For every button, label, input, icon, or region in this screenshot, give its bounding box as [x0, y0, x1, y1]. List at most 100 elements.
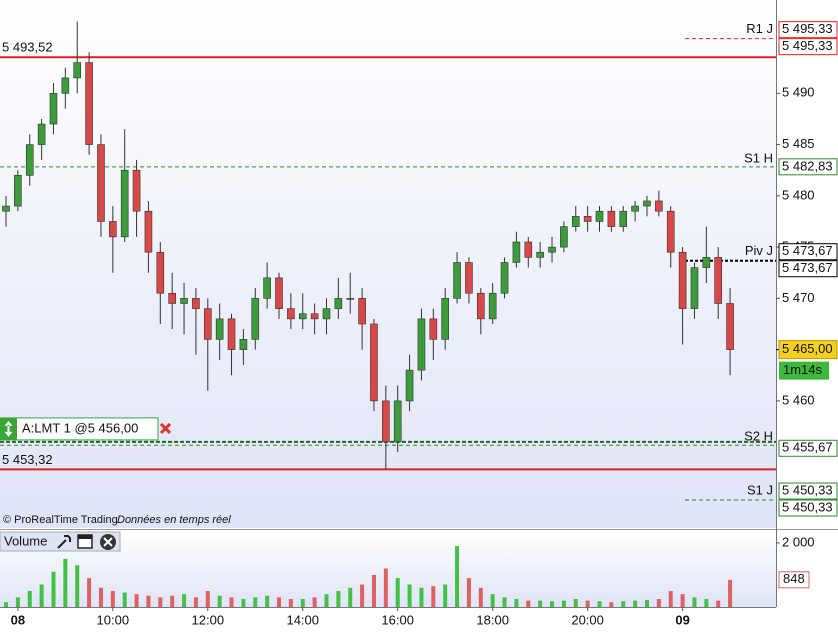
candle-body	[370, 323, 378, 402]
volume-bar	[63, 558, 68, 607]
level-value: 5 473,67	[782, 243, 833, 258]
candle-body	[453, 262, 461, 299]
price-pane	[0, 0, 776, 528]
volume-bar	[526, 600, 531, 607]
candle-body	[109, 221, 117, 238]
y-tick-label: 5 490	[782, 85, 815, 100]
extreme-label: 5 453,32	[2, 452, 53, 467]
volume-bar	[455, 546, 460, 607]
volume-bar	[205, 590, 210, 607]
volume-bar	[122, 592, 127, 607]
volume-bar	[253, 597, 258, 607]
volume-bar	[87, 578, 92, 607]
candle-body	[310, 313, 319, 320]
y-tick-label: 5 470	[782, 290, 815, 305]
volume-bar	[336, 590, 341, 607]
level-value-box	[778, 482, 838, 500]
level-value-box	[778, 158, 838, 176]
level-name: R1 J	[746, 21, 773, 36]
candle-body	[465, 262, 473, 294]
candle-body	[619, 210, 628, 227]
level-value-box	[778, 21, 838, 39]
volume-bar	[561, 600, 566, 607]
volume-bar	[146, 595, 151, 607]
order-cancel[interactable]	[159, 422, 172, 434]
volume-bar	[668, 590, 673, 607]
volume-bar	[573, 598, 578, 607]
volume-bar	[193, 597, 198, 607]
candle-body	[2, 205, 10, 212]
candle-body	[583, 216, 592, 222]
x-tick-label: 14:00	[286, 612, 319, 627]
level-value: 5 482,83	[782, 158, 833, 173]
volume-bar	[478, 587, 483, 607]
volume-bar	[502, 597, 507, 607]
candle-body	[334, 298, 343, 309]
volume-bar	[609, 602, 614, 607]
volume-bar	[312, 597, 317, 607]
volume-bar	[241, 598, 246, 607]
candle-body	[512, 241, 521, 263]
level-value-box	[778, 243, 838, 261]
level-value: 5 495,33	[782, 38, 833, 53]
candle-body	[73, 62, 82, 79]
candle-body	[405, 369, 414, 402]
candle-body	[120, 169, 129, 238]
volume-bar	[110, 590, 115, 607]
candle-body	[631, 205, 639, 212]
volume-bar	[27, 590, 32, 607]
level-value: 5 450,33	[782, 482, 833, 497]
volume-title: Volume	[4, 533, 47, 548]
candle-body	[180, 298, 188, 304]
candle-body	[393, 400, 402, 443]
x-tick-label: 18:00	[476, 612, 509, 627]
volume-bar	[431, 586, 436, 607]
candle-body	[263, 277, 271, 299]
y-tick-label: 5 485	[782, 136, 815, 151]
last-price: 5 465,00	[782, 341, 833, 356]
close-button[interactable]	[100, 534, 116, 550]
candle-body	[524, 241, 533, 258]
order-arrow	[4, 420, 13, 437]
volume-bar	[288, 598, 293, 607]
candle-body	[655, 200, 663, 212]
copyright: © ProRealTime Trading	[3, 514, 118, 526]
candle-body	[500, 262, 509, 294]
volume-bar	[383, 568, 388, 607]
feed-note: Données en temps réel	[117, 514, 231, 526]
level-value-box	[778, 38, 838, 56]
candle-body	[37, 123, 46, 145]
volume-bar	[39, 584, 44, 607]
volume-bar	[550, 601, 555, 607]
level-value-box	[778, 260, 838, 278]
volume-bar	[644, 599, 649, 607]
candle-body	[132, 169, 141, 212]
volume-bar	[217, 595, 222, 607]
candle-body	[607, 210, 616, 227]
maximize-button[interactable]	[77, 534, 93, 549]
candle-body	[560, 226, 568, 248]
candle-body	[726, 303, 734, 350]
volume-bar	[692, 597, 697, 607]
candle-body	[203, 308, 212, 340]
candle-body	[275, 277, 283, 309]
candle-body	[476, 292, 485, 320]
order-tag[interactable]	[0, 417, 159, 441]
volume-bar	[633, 600, 638, 607]
candle-body	[227, 318, 236, 350]
volume-bar	[466, 578, 471, 607]
candle-body	[322, 308, 331, 320]
volume-bar	[75, 565, 80, 607]
candle-body	[548, 246, 556, 253]
volume-bar	[395, 578, 400, 607]
volume-bar	[728, 579, 733, 607]
settings-button[interactable]	[56, 534, 72, 549]
x-tick-label: 09	[675, 612, 689, 627]
volume-bar	[170, 595, 175, 607]
candle-body	[215, 318, 224, 340]
volume-last: 848	[783, 571, 805, 586]
candle-body	[358, 298, 366, 325]
last-price-box	[778, 340, 838, 360]
candle-body	[571, 216, 580, 227]
